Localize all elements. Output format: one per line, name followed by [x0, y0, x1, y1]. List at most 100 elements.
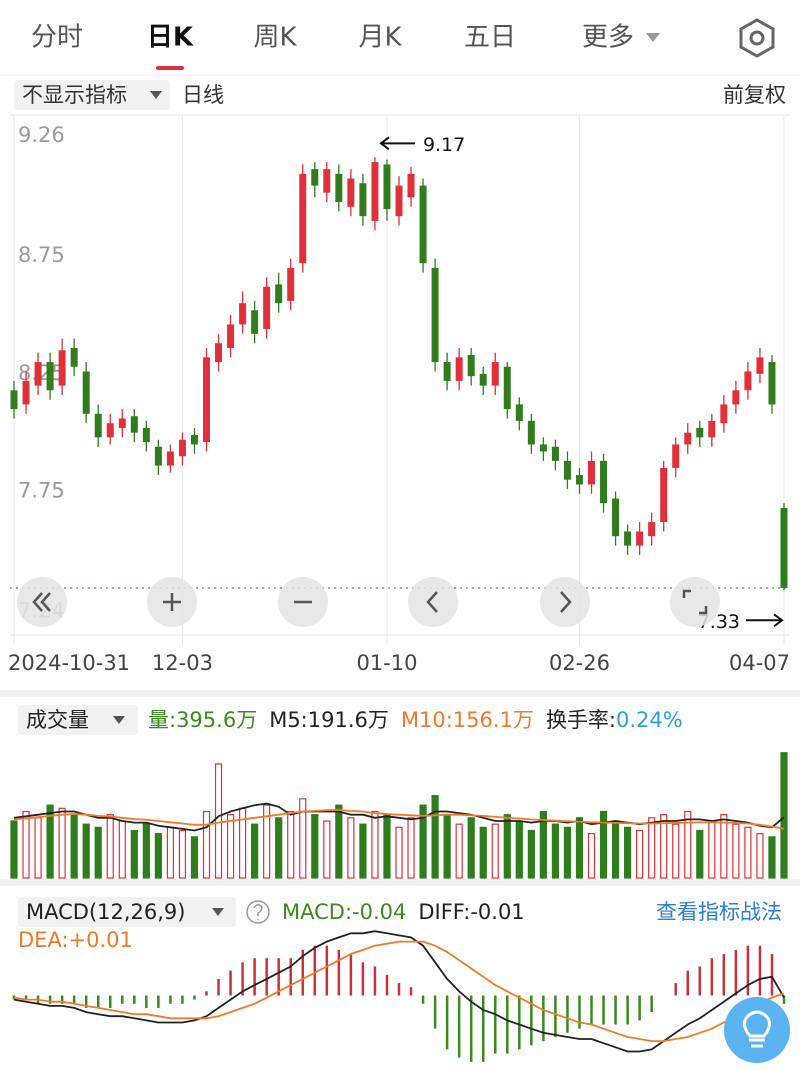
fullscreen-button[interactable]	[670, 577, 720, 627]
volume-bar	[660, 814, 668, 879]
candle-body	[720, 404, 728, 424]
help-icon[interactable]	[246, 900, 270, 924]
volume-bar	[599, 810, 608, 879]
candle-body	[142, 427, 150, 443]
candle-body	[443, 362, 451, 381]
volume-bar	[575, 817, 584, 879]
legend-entry: 量:395.6万	[148, 708, 257, 732]
candle-body	[612, 498, 620, 537]
tab[interactable]: 日K	[147, 23, 194, 53]
y-tick-label: 9.26	[18, 123, 65, 147]
legend-entry: M10:156.1万	[401, 708, 534, 732]
title-caret	[212, 908, 224, 916]
tab[interactable]: 五日	[464, 23, 516, 53]
candle-body	[660, 467, 668, 523]
tab[interactable]: 周K	[253, 23, 297, 53]
volume-bar	[106, 814, 114, 879]
candle-body	[106, 423, 114, 438]
indicator-select[interactable]: 不显示指标	[22, 83, 127, 107]
candle-body	[467, 355, 475, 377]
title-caret	[113, 716, 125, 724]
volume-bar	[154, 833, 162, 879]
volume-bar	[395, 826, 403, 879]
scroll-left-button[interactable]	[408, 577, 458, 627]
candle-body	[203, 357, 210, 443]
candle-body	[46, 362, 54, 391]
legend-entry: MACD:-0.04	[282, 900, 406, 924]
title-box[interactable]	[18, 897, 236, 927]
volume-bar	[82, 823, 90, 879]
candle-body	[94, 413, 102, 438]
indicator-line	[13, 808, 785, 830]
candle-body	[70, 347, 78, 367]
legend-entry: DEA:+0.01	[18, 928, 133, 952]
x-tick-label: 02-26	[549, 651, 610, 675]
x-tick-label: 04-07	[729, 651, 790, 675]
y-tick-label: 8.75	[18, 243, 65, 267]
candle-body	[311, 169, 319, 186]
candle-body	[407, 173, 415, 198]
volume-bar	[311, 814, 319, 879]
candle-body	[371, 162, 379, 221]
volume-bar	[539, 810, 547, 879]
scroll-right-button[interactable]	[540, 577, 590, 627]
candle-body	[768, 362, 776, 405]
settings-icon[interactable]	[739, 18, 775, 58]
volume-bar	[563, 826, 572, 879]
indicator-line	[13, 930, 785, 1053]
select-caret	[150, 91, 162, 99]
tab[interactable]: 分时	[31, 23, 83, 53]
volume-bar	[34, 817, 42, 879]
volume-bar	[118, 820, 126, 879]
candle-body	[431, 267, 439, 363]
volume-bar	[202, 810, 211, 879]
candle-body	[22, 380, 30, 405]
control-icons	[32, 589, 708, 615]
volume-bar	[58, 807, 66, 879]
x-tick-label: 2024-10-31	[8, 651, 130, 675]
turnover-label: 换手率:	[546, 708, 616, 732]
chart-title[interactable]: MACD(12,26,9)	[26, 900, 186, 924]
strategy-link[interactable]: 查看指标战法	[656, 900, 782, 924]
more-caret	[646, 33, 660, 42]
volume-bar	[347, 817, 355, 879]
volume-bar	[383, 814, 391, 879]
indicator-select-box[interactable]	[14, 80, 170, 110]
candle-body	[227, 324, 235, 348]
candle-body	[527, 420, 535, 445]
x-tick-label: 01-10	[356, 651, 417, 675]
candle-body	[588, 460, 595, 485]
volume-bar	[708, 820, 716, 879]
title-box[interactable]	[18, 705, 138, 735]
volume-bar	[431, 795, 439, 879]
candle-body	[419, 185, 427, 264]
volume-bar	[611, 820, 620, 879]
assistant-button[interactable]	[724, 997, 790, 1063]
volume-bar	[251, 823, 259, 879]
x-tick-label: 12-03	[152, 651, 213, 675]
candle-body	[383, 164, 391, 210]
adjust-label[interactable]: 前复权	[723, 83, 786, 107]
volume-bar	[551, 823, 560, 879]
candle-body	[215, 343, 223, 363]
volume-bar	[335, 804, 343, 879]
candle-body	[744, 371, 752, 391]
candle-body	[178, 439, 186, 457]
candle-body	[696, 427, 704, 438]
volume-bar	[130, 829, 138, 879]
indicator-line	[13, 802, 785, 832]
volume-bar	[672, 823, 680, 879]
tab[interactable]: 月K	[358, 23, 402, 53]
volume-bar	[323, 820, 331, 879]
volume-bar	[479, 826, 487, 879]
tab[interactable]: 更多	[582, 23, 634, 53]
candle-body	[239, 303, 247, 325]
tab-bar: 分时 日K 周K 月K 五日 更多	[31, 23, 634, 70]
volume-bar	[46, 804, 54, 879]
candle-body	[551, 446, 559, 461]
candle-body	[624, 531, 632, 546]
volume-bar	[768, 836, 776, 879]
volume-bar	[190, 836, 199, 879]
chart-title[interactable]: 成交量	[26, 708, 89, 732]
volume-bar	[744, 826, 752, 879]
